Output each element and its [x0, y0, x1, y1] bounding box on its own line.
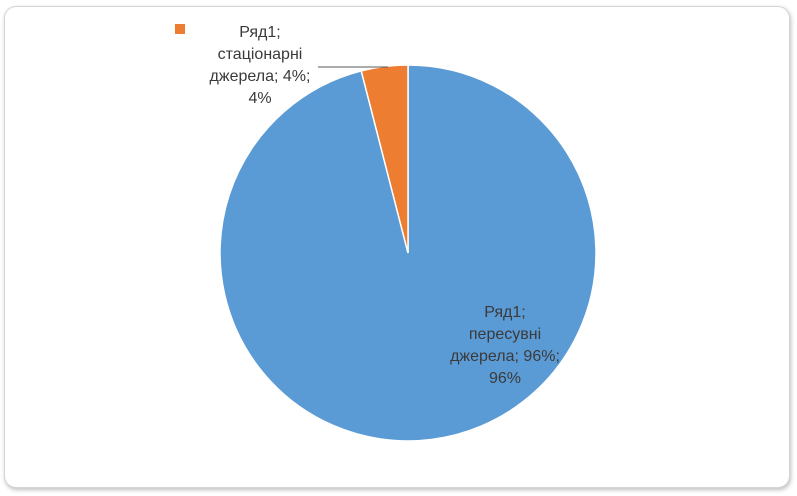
- data-label-stationary: Ряд1; стаціонарні джерела; 4%; 4%: [209, 24, 311, 107]
- legend-marker-orange: [175, 24, 185, 34]
- data-label-mobile: Ряд1; пересувні джерела; 96%; 96%: [450, 304, 560, 387]
- pie-slices: [219, 64, 597, 442]
